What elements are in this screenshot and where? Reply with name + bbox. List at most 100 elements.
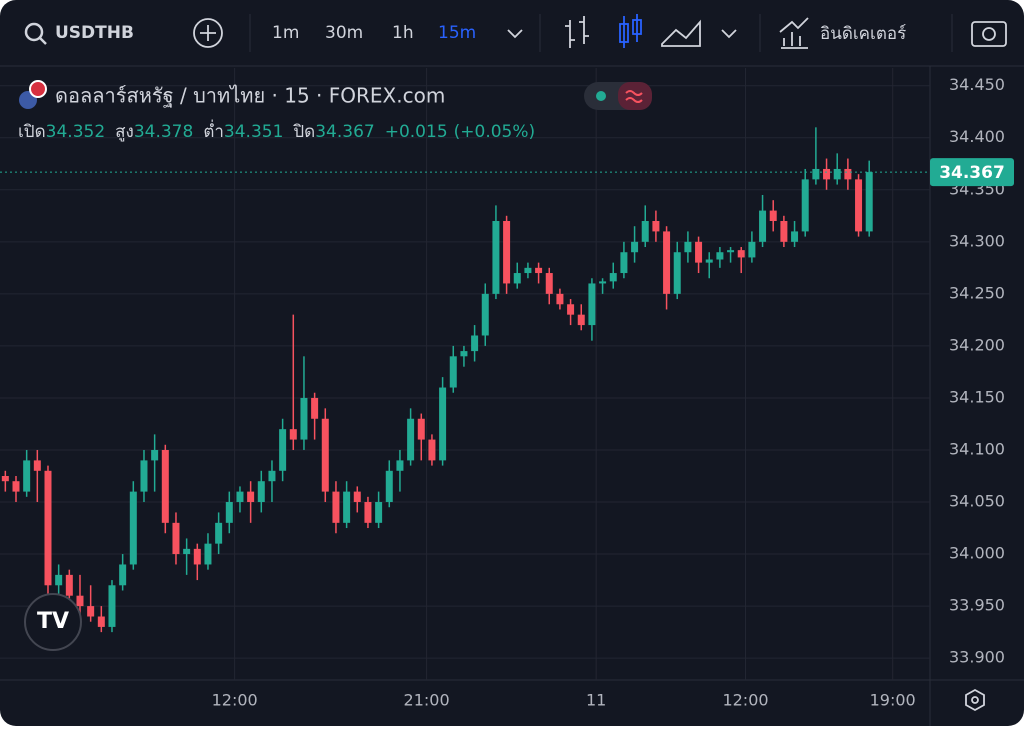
candle-body [236,491,244,503]
x-tick-label: 21:00 [404,691,450,710]
y-tick-label: 34.300 [949,231,1005,250]
area-icon[interactable] [661,19,701,47]
candle-body [737,250,745,258]
symbol[interactable]: USDTHB [55,23,134,43]
indicators-icon[interactable] [779,17,809,49]
add-icon [200,25,216,41]
candle-body [577,314,585,326]
y-tick-label: 34.400 [949,127,1005,146]
candle-body [481,293,489,336]
last-price-label: 34.367 [939,163,1005,183]
candle-body [225,502,233,523]
candle-body [780,221,788,242]
x-tick-label: 11 [586,691,606,710]
candle-body [268,470,276,482]
candle-body [620,252,628,274]
candle-body [1,476,9,482]
candle-body [567,304,575,315]
candle-body [609,273,617,282]
candle-body [759,210,767,242]
interval[interactable]: 30m [325,23,363,43]
search-icon[interactable] [24,22,44,42]
dropdown[interactable] [507,29,523,39]
y-tick-label: 34.250 [949,283,1005,302]
candle-body [855,179,863,232]
ohlc-label: ปิด [293,122,316,142]
candle-body [300,397,308,440]
candle-body [460,351,468,357]
candle-body [311,397,319,419]
candle-body [503,221,511,284]
candle-body [407,418,415,461]
candle-body [492,221,500,294]
candle-body [279,429,287,471]
candle-body [385,470,393,503]
candle-body [215,522,223,544]
candle-body [12,481,20,492]
candle-body [396,460,404,471]
candle-body [801,179,809,232]
toolbar: USDTHB 1m 30m 1h 15m อินดิเคเตอร์ [24,14,1007,52]
candle-body [172,522,180,555]
candle-body [716,252,724,260]
change: +0.015 [385,122,448,142]
ohlc: เปิด34.352 สูง34.378 ต่ำ34.351 ปิด34.367 +0.… [18,119,535,142]
candle-body [375,502,383,523]
add-symbol[interactable] [193,18,223,48]
candles [0,127,930,633]
snapshot[interactable] [971,21,1007,47]
candle-body [705,259,713,263]
candle-body [449,356,457,388]
candle-body [257,481,265,503]
flag-th [29,80,47,98]
interval[interactable]: 1m [272,23,299,43]
candle-body [865,172,873,232]
candle-body [791,231,799,242]
dropdown[interactable] [721,29,737,39]
snapshot-lens [982,27,996,41]
settings[interactable] [965,688,985,712]
x-tick-label: 19:00 [870,691,916,710]
candle-body [33,460,41,471]
candle-body [641,221,649,242]
candle-body [76,595,84,607]
last-price-tag [930,158,1014,187]
search-icon-handle [39,37,47,45]
candle-body [727,250,735,253]
y-tick-label: 34.150 [949,387,1005,406]
candle-body [439,387,447,461]
bars-icon[interactable] [565,16,589,48]
legend: ดอลลาร์สหรัฐ / บาทไทย · 15 · FOREX.com เ… [18,80,652,142]
interval[interactable]: 1h [392,23,414,43]
candle-body [812,168,820,180]
candle-body [183,548,191,555]
indicators[interactable]: อินดิเคเตอร์ [820,24,906,44]
chart-title: ดอลลาร์สหรัฐ / บาทไทย · 15 · FOREX.com [55,84,445,108]
y-tick-label: 33.950 [949,596,1005,615]
logo[interactable] [24,593,82,651]
ohlc-label: สูง [115,122,134,142]
candle-body [332,491,340,523]
candle-body [471,335,479,352]
candle-body [364,502,372,523]
candle-body [87,606,95,617]
interval-active[interactable]: 15m [438,23,476,43]
candle-body [417,418,425,440]
candle-body [428,439,436,461]
x-tick-label: 12:00 [212,691,258,710]
x-tick-label: 12:00 [722,691,768,710]
candle-body [97,616,105,627]
candle-body [161,449,169,523]
change-percent: (+0.05%) [454,122,536,142]
candle-body [44,470,52,586]
candle-body [140,460,148,492]
candle-body [524,267,532,274]
candle-body [663,231,671,294]
axes: 33.900 33.950 34.000 34.050 34.100 34.150 34.2… [212,75,1014,710]
candle-body [599,281,607,284]
candle-body [513,273,521,284]
delay-badge [618,82,652,110]
y-tick-label: 34.450 [949,75,1005,94]
